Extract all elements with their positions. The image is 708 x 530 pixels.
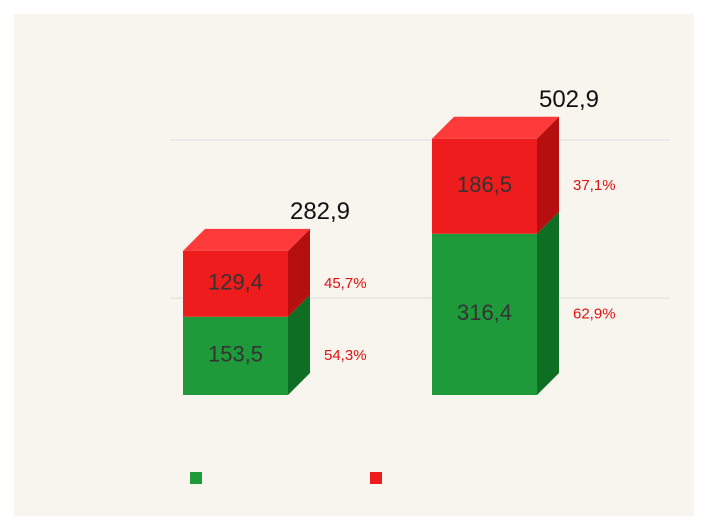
bar	[183, 250, 288, 317]
total-label: 282,9	[290, 198, 350, 225]
percent-label: 62,9%	[573, 305, 616, 322]
bar-side	[537, 211, 559, 395]
percent-label: 37,1%	[573, 177, 616, 194]
value-label: 186,5	[457, 172, 512, 197]
bar-top	[183, 228, 310, 251]
legend-swatch	[190, 472, 202, 484]
percent-label: 54,3%	[324, 347, 367, 364]
legend-swatch	[370, 472, 382, 484]
bar-side	[288, 228, 310, 317]
bar	[183, 316, 288, 395]
total-label: 502,9	[539, 86, 599, 113]
bar-side	[288, 294, 310, 395]
bar-side	[537, 116, 559, 234]
value-label: 153,5	[208, 342, 263, 367]
value-label: 129,4	[208, 270, 263, 295]
percent-label: 45,7%	[324, 275, 367, 292]
bar	[432, 233, 537, 395]
value-label: 316,4	[457, 300, 512, 325]
background	[14, 14, 694, 516]
bar-top	[432, 116, 559, 139]
bar	[432, 138, 537, 234]
